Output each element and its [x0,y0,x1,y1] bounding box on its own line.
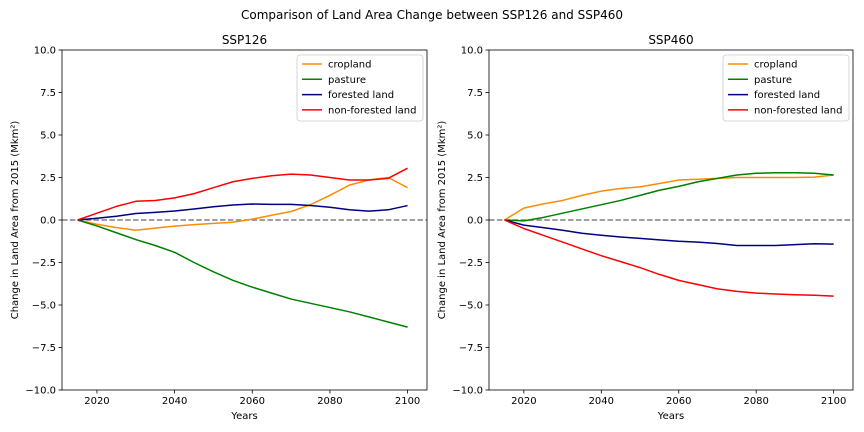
series-line-pasture [77,219,408,328]
x-tick-label: 2100 [395,396,420,407]
x-tick-label: 2080 [743,396,768,407]
y-tick-label: −7.5 [32,343,56,354]
y-tick-label: 7.5 [40,88,56,99]
y-tick-label: 0.0 [467,216,483,227]
legend-label: pasture [328,75,366,86]
y-tick-label: 10.0 [461,46,483,57]
series-line-cropland [504,174,834,221]
legend-item-forested-land: forested land [302,90,394,101]
y-tick-label: −10.0 [25,386,56,397]
legend-item-cropland: cropland [302,60,371,71]
y-tick-label: −5.0 [32,301,56,312]
chart-panel-ssp126: SSP126 2020 2040 2060 2080 2100 −10.0 −7.5 −5.0 −… [10,33,428,422]
y-tick-label: 2.5 [40,173,56,184]
chart-title: SSP126 [222,33,267,47]
legend-item-pasture: pasture [728,75,792,86]
legend-box [296,54,424,122]
legend-box [722,54,850,122]
legend-label: non-forested land [328,105,417,116]
series-line-non-forested-land [77,167,408,221]
legend-label: forested land [754,90,820,101]
x-axis-label: Years [230,411,257,422]
x-axis-label: Years [657,411,684,422]
legend-label: cropland [328,60,371,71]
y-tick-label: −2.5 [459,258,483,269]
y-tick-label: 5.0 [40,131,56,142]
series-line-pasture [504,171,834,222]
y-tick-label: 5.0 [467,131,483,142]
legend-label: non-forested land [754,105,843,116]
y-tick-label: −7.5 [459,343,483,354]
chart-panel-ssp460: SSP460 2020 2040 2060 2080 2100 −10.0 −7.5 −5.0 −… [437,33,854,422]
y-tick-label: 7.5 [467,88,483,99]
legend-label: pasture [754,75,792,86]
x-tick-label: 2080 [317,396,342,407]
y-tick-label: 10.0 [34,46,56,57]
x-tick-label: 2100 [821,396,846,407]
x-tick-label: 2040 [162,396,187,407]
legend-item-forested-land: forested land [728,90,820,101]
legend: cropland pasture forested land non-forested… [296,54,424,122]
legend-label: cropland [754,60,797,71]
series-line-forested-land [504,219,834,247]
legend: cropland pasture forested land non-forested… [722,54,850,122]
legend-item-cropland: cropland [728,60,797,71]
legend-item-non-forested-land: non-forested land [728,105,843,116]
series-line-non-forested-land [504,219,834,297]
x-tick-label: 2060 [666,396,691,407]
series-line-forested-land [77,203,408,221]
figure-title: Comparison of Land Area Change between S… [241,8,623,22]
y-tick-label: 0.0 [40,216,56,227]
x-tick-label: 2060 [240,396,265,407]
y-tick-label: −2.5 [32,258,56,269]
series-line-cropland [77,176,408,231]
x-tick-label: 2020 [511,396,536,407]
x-tick-label: 2020 [84,396,109,407]
y-tick-label: −10.0 [452,386,483,397]
chart-title: SSP460 [648,33,693,47]
legend-label: forested land [328,90,394,101]
y-axis-label: Change in Land Area from 2015 (Mkm²) [437,121,448,320]
y-tick-label: 2.5 [467,173,483,184]
y-tick-label: −5.0 [459,301,483,312]
x-tick-label: 2040 [589,396,614,407]
legend-item-pasture: pasture [302,75,366,86]
y-axis-label: Change in Land Area from 2015 (Mkm²) [10,121,21,320]
legend-item-non-forested-land: non-forested land [302,105,417,116]
